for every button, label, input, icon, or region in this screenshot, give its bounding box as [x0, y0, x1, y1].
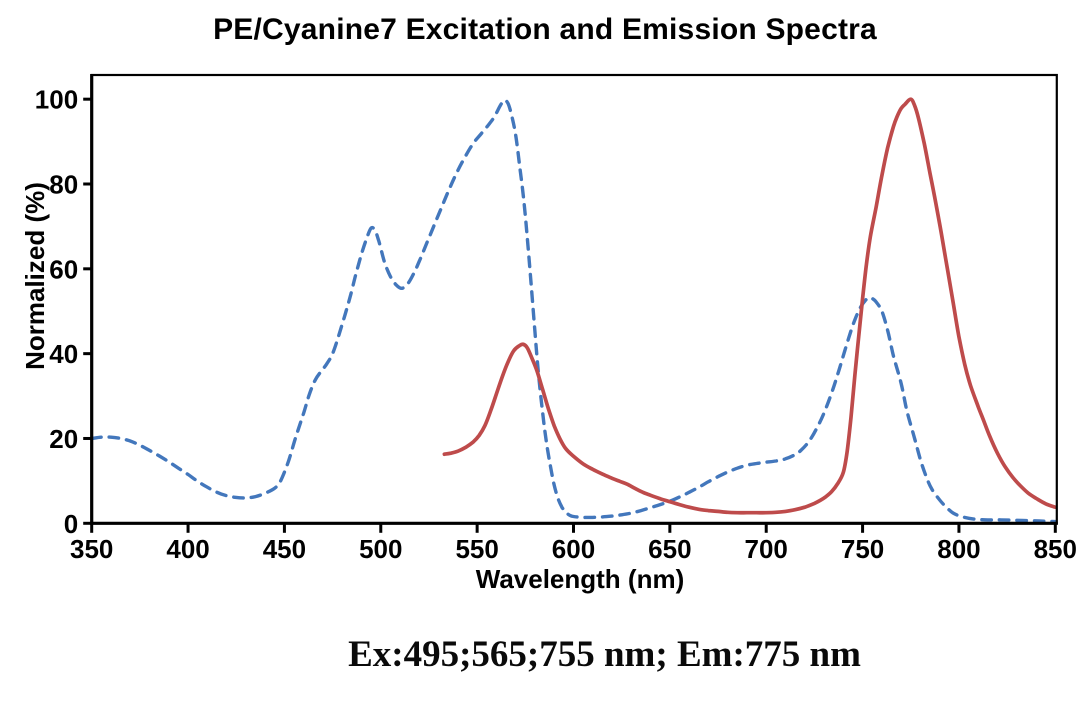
x-tick-label: 500 [359, 534, 402, 564]
y-tick-label: 0 [64, 509, 78, 539]
x-tick-label: 700 [745, 534, 788, 564]
excitation-curve [90, 98, 1057, 524]
y-tick-label: 40 [49, 339, 78, 369]
y-tick-label: 20 [49, 424, 78, 454]
chart-title: PE/Cyanine7 Excitation and Emission Spec… [213, 13, 877, 46]
x-tick-label: 400 [166, 534, 209, 564]
spectra-chart: 350 400 450 500 550 600 650 700 750 800 850 0 20 40 60… [20, 73, 1077, 594]
emission-curve [442, 97, 1058, 515]
x-tick-label: 450 [263, 534, 306, 564]
y-axis-title: Normalized (%) [20, 182, 50, 370]
x-tick-label: 650 [648, 534, 691, 564]
x-tick-label: 600 [552, 534, 595, 564]
x-tick-label: 800 [937, 534, 980, 564]
y-tick-label: 80 [49, 170, 78, 200]
y-tick-label: 100 [35, 85, 78, 115]
plot-layer: 350 400 450 500 550 600 650 700 750 800 850 0 20 40 60… [35, 73, 1077, 564]
x-tick-label: 550 [455, 534, 498, 564]
peak-annotation: Ex:495;565;755 nm; Em:775 nm [348, 634, 861, 675]
x-tick-label: 750 [841, 534, 884, 564]
x-axis-title: Wavelength (nm) [476, 564, 684, 594]
x-tick-label: 350 [70, 534, 113, 564]
x-tick-label: 850 [1034, 534, 1077, 564]
y-tick-label: 60 [49, 254, 78, 284]
